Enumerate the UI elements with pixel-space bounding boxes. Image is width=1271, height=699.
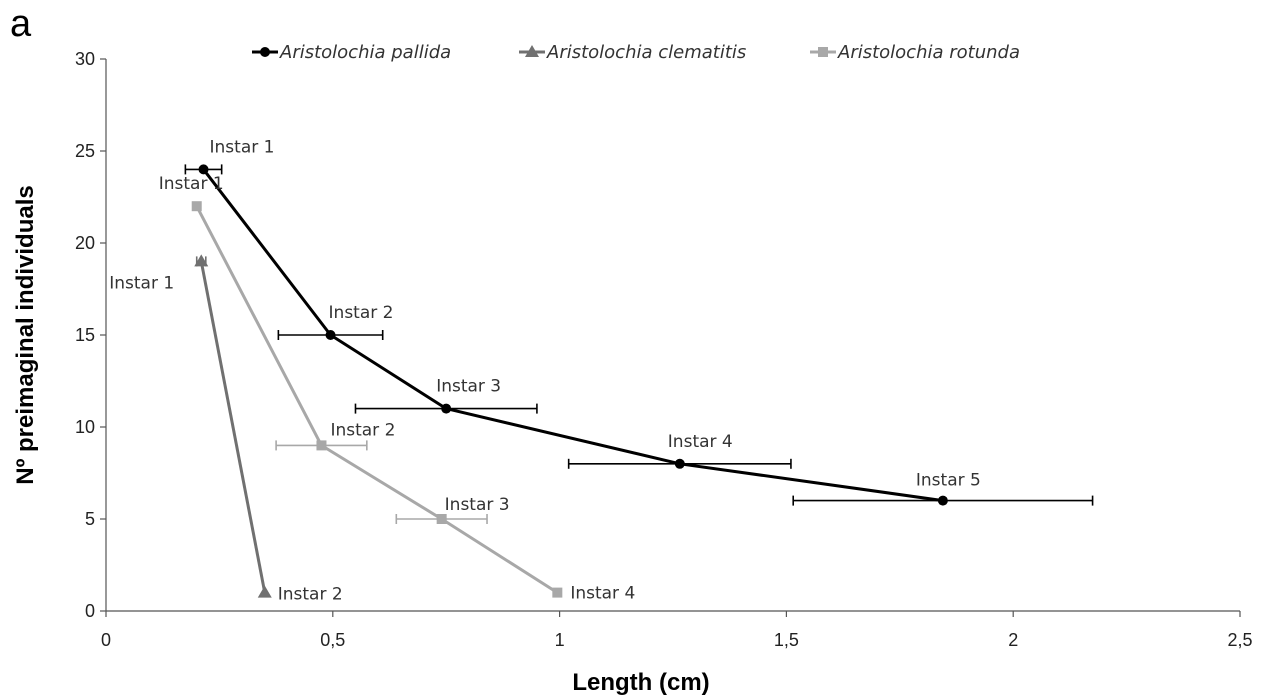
point-label: Instar 3 — [445, 495, 510, 515]
axes: 0 5 10 15 20 25 30 0 0,5 1 1,5 2 2,5 — [75, 49, 1253, 650]
legend-marker-pallida — [260, 47, 270, 57]
y-tick-label: 15 — [75, 325, 95, 345]
data-point — [194, 254, 209, 267]
data-point — [552, 587, 563, 598]
point-label: Instar 2 — [330, 420, 395, 440]
legend-label-clematitis: Aristolochia clematitis — [546, 42, 746, 63]
x-axis-title: Length (cm) — [572, 669, 709, 696]
x-tick-label: 0 — [101, 630, 111, 650]
point-label: Instar 3 — [436, 377, 501, 397]
y-tick-label: 5 — [85, 509, 95, 529]
x-tick-label: 2,5 — [1227, 630, 1252, 650]
data-point — [937, 495, 948, 506]
x-tick-label: 2 — [1008, 630, 1018, 650]
series-1: Instar 1 Instar 2 — [109, 254, 343, 605]
series-line — [195, 205, 559, 594]
series-2: Instar 1 Instar 2 Instar 3 Instar 4 — [159, 174, 636, 603]
data-point — [325, 330, 336, 340]
point-label: Instar 1 — [159, 174, 224, 194]
point-label: Instar 2 — [329, 303, 394, 323]
series-line — [199, 261, 267, 593]
point-label: Instar 5 — [916, 471, 981, 491]
legend-label-pallida: Aristolochia pallida — [279, 42, 451, 63]
y-tick-label: 25 — [75, 141, 95, 161]
data-point — [674, 458, 685, 469]
data-point — [191, 201, 202, 212]
legend-item-clematitis: Aristolochia clematitis — [519, 42, 746, 63]
point-label: Instar 1 — [109, 273, 174, 293]
data-point — [198, 164, 209, 175]
y-axis-title: Nº preimaginal individuals — [12, 185, 39, 485]
legend-marker-clematitis — [525, 45, 539, 57]
data-point — [441, 403, 452, 414]
data-point — [316, 440, 327, 451]
legend-item-pallida: Aristolochia pallida — [252, 42, 451, 63]
data-point — [257, 585, 272, 598]
point-label: Instar 1 — [210, 137, 275, 157]
series-0: Instar 1 Instar 2 Instar 3 Instar 4 Instar 5 — [184, 137, 1094, 506]
y-tick-label: 0 — [85, 601, 95, 621]
legend: Aristolochia pallida Aristolochia clemat… — [252, 42, 1020, 63]
x-tick-label: 0,5 — [320, 630, 345, 650]
panel-letter: a — [10, 3, 32, 45]
point-label: Instar 4 — [668, 432, 733, 452]
legend-item-rotunda: Aristolochia rotunda — [810, 42, 1020, 63]
data-point — [436, 514, 447, 524]
y-tick-label: 30 — [75, 49, 95, 69]
y-tick-label: 10 — [75, 417, 95, 437]
plot-area: Instar 1 Instar 2 Instar 3 Instar 4 Instar 5… — [109, 137, 1094, 605]
legend-marker-rotunda — [818, 47, 828, 57]
legend-label-rotunda: Aristolochia rotunda — [837, 42, 1020, 63]
x-tick-label: 1 — [555, 630, 565, 650]
point-label: Instar 4 — [570, 584, 635, 604]
point-label: Instar 2 — [278, 585, 343, 605]
x-tick-label: 1,5 — [774, 630, 799, 650]
y-tick-label: 20 — [75, 233, 95, 253]
